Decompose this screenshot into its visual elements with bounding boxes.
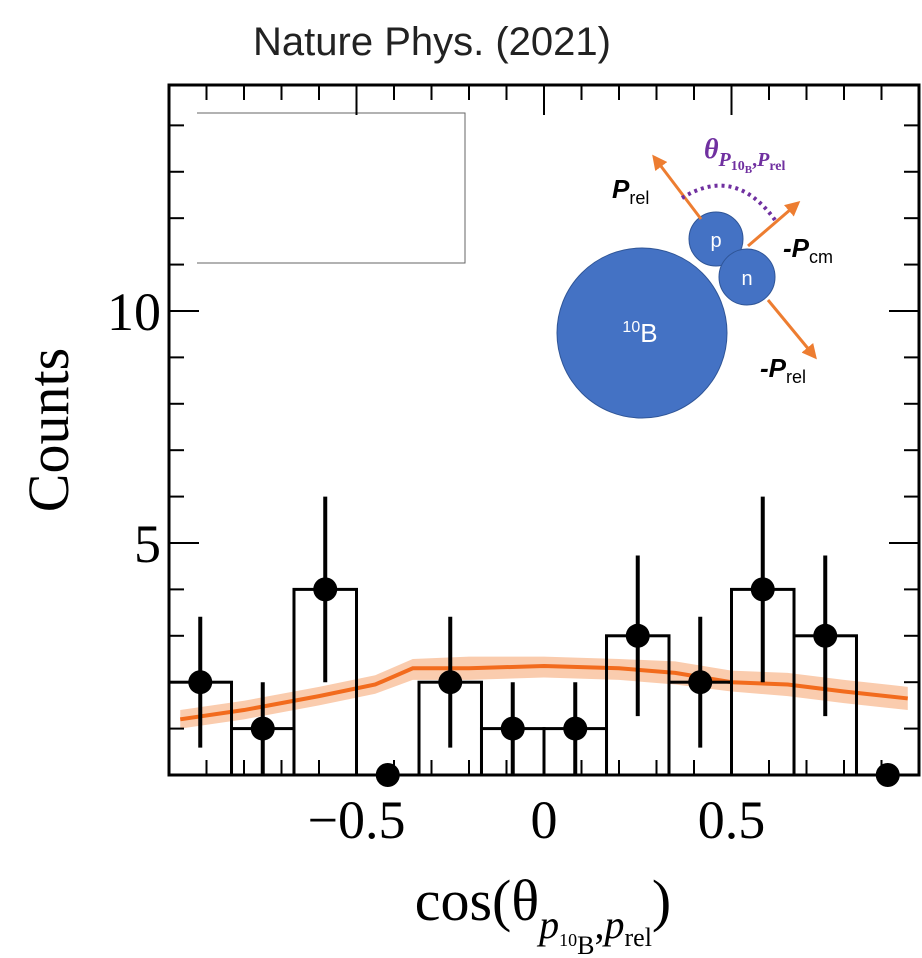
data-point bbox=[750, 577, 775, 602]
nucleus-label: 10B bbox=[622, 318, 657, 348]
prel-label: Prel bbox=[612, 174, 649, 208]
data-point bbox=[438, 670, 463, 695]
label-part: θ bbox=[704, 134, 719, 165]
data-point bbox=[563, 716, 588, 741]
label-part: P bbox=[718, 149, 732, 171]
x-label-part: p bbox=[602, 902, 625, 947]
y-axis-label: Counts bbox=[16, 348, 81, 512]
x-label-part: 10 bbox=[559, 930, 577, 950]
label-part: -P bbox=[760, 353, 787, 383]
label-part: B bbox=[640, 318, 657, 348]
label-part: B bbox=[745, 164, 753, 176]
angle-label: θP10B,Prel bbox=[704, 134, 786, 176]
label-part: P bbox=[612, 174, 630, 204]
x-tick-label: −0.5 bbox=[308, 790, 406, 850]
arrow bbox=[652, 154, 703, 220]
label-part: cm bbox=[809, 247, 833, 267]
x-axis-label: cos(θp10B,prel) bbox=[415, 868, 672, 958]
neg-prel-label: -Prel bbox=[760, 353, 806, 387]
data-point bbox=[688, 670, 713, 695]
data-point bbox=[813, 623, 838, 648]
label-part: rel bbox=[786, 367, 806, 387]
chart-title: Nature Phys. (2021) bbox=[253, 20, 611, 64]
data-point bbox=[188, 670, 213, 695]
label-part: 10 bbox=[622, 319, 640, 336]
label-part: 10 bbox=[731, 159, 745, 174]
x-label-part: ) bbox=[652, 868, 671, 933]
label-part: , bbox=[752, 149, 757, 171]
proton bbox=[688, 211, 744, 267]
label-part: P bbox=[756, 149, 770, 171]
label-part: rel bbox=[769, 159, 785, 174]
neutron-label: n bbox=[741, 268, 752, 290]
x-label-part: cos(θ bbox=[415, 868, 539, 933]
arrow bbox=[747, 201, 801, 248]
model-line bbox=[179, 663, 908, 722]
data-point bbox=[313, 577, 338, 602]
proton-label: p bbox=[710, 230, 721, 252]
data-point bbox=[500, 716, 525, 741]
x-label-part: B bbox=[577, 931, 594, 958]
x-label-part: p bbox=[536, 902, 559, 947]
legend-box bbox=[197, 112, 466, 264]
model-band bbox=[180, 656, 908, 729]
x-label-part: rel bbox=[625, 923, 652, 952]
inset-diagram: 10B p n Prel -Pcm -Prel θP10B,Prel bbox=[556, 134, 833, 419]
plot-area: −0.5 0 0.5 5 10 bbox=[107, 83, 921, 850]
x-tick-label: 0 bbox=[531, 790, 558, 850]
y-tick-label: 10 bbox=[107, 282, 161, 342]
y-tick-label: 5 bbox=[134, 514, 161, 574]
neutron bbox=[718, 248, 776, 306]
x-label-part: , bbox=[595, 902, 605, 947]
nucleus bbox=[556, 247, 728, 419]
data-point bbox=[250, 716, 275, 741]
label-part: rel bbox=[629, 188, 649, 208]
pcm-label: -Pcm bbox=[783, 233, 833, 267]
data-point bbox=[625, 623, 650, 648]
arrow bbox=[766, 299, 817, 360]
label-part: -P bbox=[783, 233, 810, 263]
x-tick-label: 0.5 bbox=[698, 790, 766, 850]
